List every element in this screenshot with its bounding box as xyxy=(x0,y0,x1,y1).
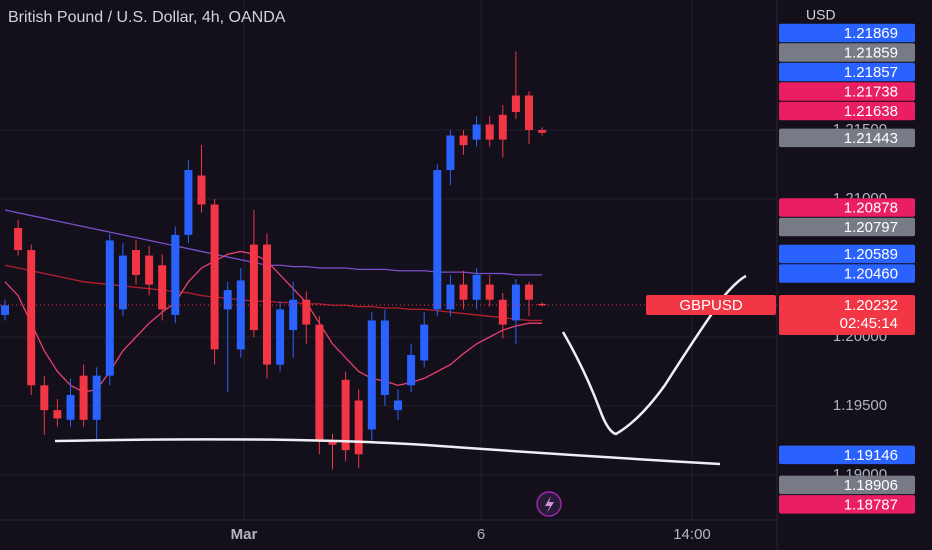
candle-body xyxy=(485,284,494,300)
candle-body xyxy=(420,324,429,361)
price-badge xyxy=(779,62,915,82)
price-badge xyxy=(779,495,915,514)
price-badge xyxy=(779,43,915,62)
candle-body xyxy=(538,130,547,133)
candle-body xyxy=(184,170,193,235)
price-badge-label: 1.21869 xyxy=(844,25,898,42)
price-badge xyxy=(779,128,915,148)
candle-body xyxy=(525,95,533,130)
candle-body xyxy=(145,255,154,285)
candle-body xyxy=(367,320,376,430)
price-badge-label: 1.21443 xyxy=(844,130,898,147)
candle-body xyxy=(249,244,258,331)
candle-body xyxy=(289,299,298,331)
candle-body xyxy=(394,400,402,411)
price-badge-label: 1.19146 xyxy=(844,447,898,464)
price-axis: 1.190001.195001.200001.210001.215001.218… xyxy=(646,23,915,514)
price-badge xyxy=(779,475,915,495)
candle-body xyxy=(446,284,455,310)
price-badge xyxy=(779,101,915,121)
price-badge-label: 1.21859 xyxy=(844,44,898,61)
candle-body xyxy=(1,305,9,315)
candle-body xyxy=(446,135,455,171)
candle-body xyxy=(407,354,416,386)
candle-body xyxy=(511,95,520,113)
candle-body xyxy=(328,440,337,445)
candle-body xyxy=(53,410,62,419)
plot xyxy=(0,51,777,470)
candle-body xyxy=(511,284,520,321)
y-tick-label: 1.19500 xyxy=(833,397,887,414)
countdown: 02:45:14 xyxy=(840,315,898,332)
candle-body xyxy=(223,290,232,310)
candle-body xyxy=(433,170,442,310)
price-badge xyxy=(779,264,915,283)
price-badge xyxy=(779,445,915,465)
candle-body xyxy=(498,114,507,140)
symbol-badge xyxy=(646,294,776,315)
candle-body xyxy=(158,265,167,310)
candle-body xyxy=(315,324,324,441)
price-badge xyxy=(779,23,915,43)
candle-body xyxy=(459,284,468,300)
current-price-label: 1.20232 xyxy=(844,297,898,314)
candle-body xyxy=(132,250,140,275)
x-tick-label: 6 xyxy=(477,526,485,543)
candle-body xyxy=(354,400,363,455)
current-price-badge xyxy=(779,294,915,335)
candle-body xyxy=(472,124,481,140)
candle-body xyxy=(105,240,114,376)
price-badge-label: 1.20878 xyxy=(844,199,898,216)
moving-average xyxy=(4,209,543,276)
price-badge-label: 1.20589 xyxy=(844,246,898,263)
moving-average xyxy=(4,264,543,322)
candle-body xyxy=(276,309,285,365)
candle-body xyxy=(40,385,49,411)
price-badge-label: 1.21738 xyxy=(844,83,898,100)
candle-body xyxy=(538,303,547,306)
currency-label[interactable]: USD xyxy=(806,7,836,23)
candle-body xyxy=(79,375,88,420)
candle-body xyxy=(263,244,271,365)
price-badge-label: 1.20460 xyxy=(844,265,898,282)
candle-body xyxy=(341,379,350,451)
candle-body xyxy=(380,320,389,395)
price-badge xyxy=(779,217,915,237)
candle-body xyxy=(236,280,245,350)
candle-body xyxy=(197,175,206,205)
chart-title: British Pound / U.S. Dollar, 4h, OANDA xyxy=(8,9,286,26)
price-badge-label: 1.21857 xyxy=(844,64,898,81)
x-tick-label: Mar xyxy=(231,526,258,543)
candle-body xyxy=(118,255,127,310)
price-badge-label: 1.21638 xyxy=(844,103,898,120)
candle-body xyxy=(27,250,36,386)
candle-body xyxy=(525,284,533,300)
candle-body xyxy=(14,227,23,251)
price-badge-label: 1.20797 xyxy=(844,219,898,236)
candle-body xyxy=(302,299,311,325)
price-badge xyxy=(779,82,915,101)
symbol-label: GBPUSD xyxy=(679,297,743,314)
candle-body xyxy=(459,135,468,146)
support-drawing xyxy=(54,438,721,466)
price-badge xyxy=(779,244,915,264)
price-badge-label: 1.18787 xyxy=(844,496,898,513)
v-drawing xyxy=(561,274,747,436)
candle-body xyxy=(485,124,494,140)
candle-body xyxy=(210,204,219,350)
price-badge-label: 1.18906 xyxy=(844,477,898,494)
candle-body xyxy=(92,375,101,420)
candle-body xyxy=(66,394,75,420)
x-tick-label: 14:00 xyxy=(673,526,711,543)
lightning-glyph xyxy=(545,496,554,513)
price-badge xyxy=(779,198,915,217)
candle-body xyxy=(171,234,180,315)
candle-body xyxy=(498,299,507,325)
candle-body xyxy=(472,274,481,300)
